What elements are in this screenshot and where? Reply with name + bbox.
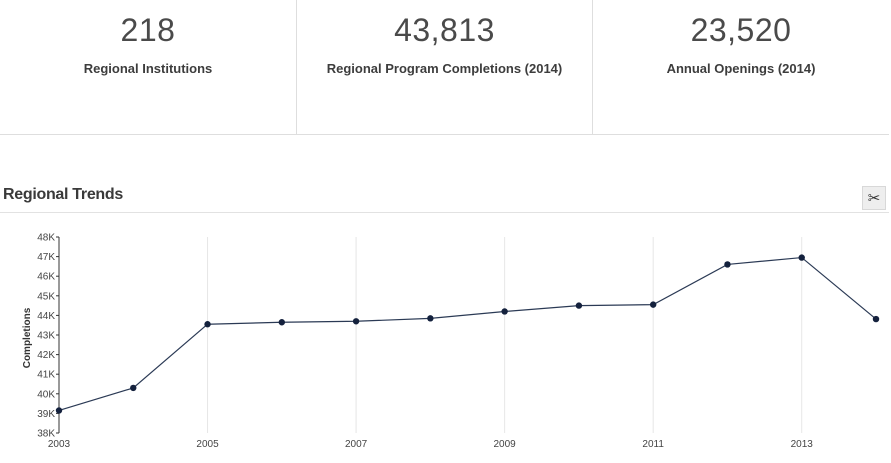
stat-value: 23,520 bbox=[690, 12, 792, 48]
stats-panel: 218 Regional Institutions 43,813 Regiona… bbox=[0, 0, 889, 136]
y-tick-label: 42K bbox=[37, 350, 55, 361]
data-point bbox=[55, 407, 63, 414]
y-tick-label: 44K bbox=[37, 311, 55, 322]
data-point bbox=[649, 301, 657, 308]
y-tick-label: 39K bbox=[37, 409, 55, 420]
x-tick-label: 2007 bbox=[345, 439, 368, 450]
data-point bbox=[872, 315, 880, 323]
y-tick-label: 47K bbox=[37, 252, 55, 263]
data-point bbox=[575, 302, 583, 309]
data-point bbox=[278, 319, 286, 326]
x-tick-label: 2013 bbox=[791, 439, 814, 450]
y-tick-label: 43K bbox=[37, 331, 55, 342]
stat-value: 218 bbox=[120, 12, 176, 48]
data-point bbox=[204, 321, 211, 328]
x-tick-label: 2011 bbox=[642, 439, 664, 450]
x-tick-label: 2009 bbox=[494, 439, 517, 450]
y-tick-label: 46K bbox=[37, 272, 55, 283]
x-tick-label: 2003 bbox=[48, 439, 71, 450]
y-tick-label: 40K bbox=[37, 389, 55, 400]
section-title: Regional Trends bbox=[3, 186, 123, 203]
y-tick-label: 45K bbox=[37, 291, 55, 302]
stat-label: Annual Openings (2014) bbox=[666, 61, 816, 76]
chart-tool-button[interactable]: ✂ bbox=[862, 186, 886, 210]
divider bbox=[0, 212, 889, 213]
series-line bbox=[58, 256, 877, 412]
stat-label: Regional Program Completions (2014) bbox=[326, 61, 563, 76]
y-axis-title: Completions bbox=[22, 307, 33, 368]
data-point bbox=[130, 384, 137, 392]
stat-institutions: 218 Regional Institutions bbox=[0, 0, 297, 135]
y-tick-label: 38K bbox=[37, 429, 55, 440]
stat-program-completions: 43,813 Regional Program Completions (201… bbox=[297, 0, 593, 135]
data-point bbox=[798, 254, 805, 261]
stat-label: Regional Institutions bbox=[83, 61, 213, 76]
data-point bbox=[352, 318, 360, 325]
data-point bbox=[724, 261, 731, 268]
data-point bbox=[501, 308, 508, 315]
data-point bbox=[427, 315, 434, 322]
scissors-icon: ✂ bbox=[867, 190, 881, 207]
stat-value: 43,813 bbox=[394, 12, 495, 48]
stat-annual-openings: 23,520 Annual Openings (2014) bbox=[593, 0, 889, 135]
y-tick-label: 41K bbox=[37, 370, 55, 381]
y-tick-label: 48K bbox=[37, 233, 55, 244]
x-tick-label: 2005 bbox=[196, 439, 219, 450]
